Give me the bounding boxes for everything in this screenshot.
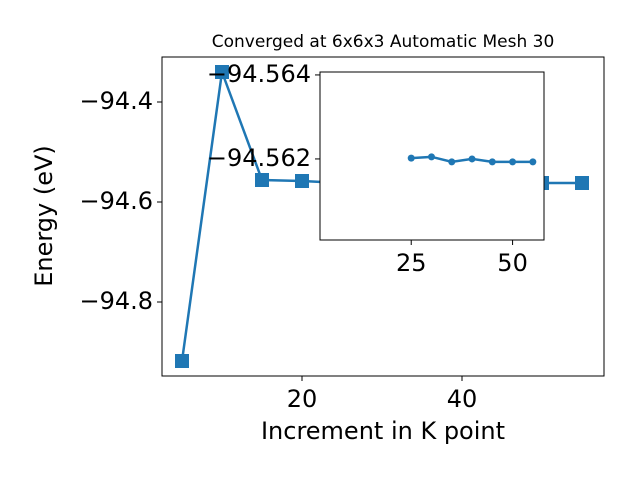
x-axis-label: Increment in K point	[261, 417, 505, 445]
y-tick-label: −94.564	[207, 60, 311, 88]
marker	[448, 158, 456, 166]
y-tick-label: −94.4	[79, 87, 153, 115]
x-tick-label: 20	[287, 385, 318, 413]
x-tick-label: 40	[447, 385, 478, 413]
marker	[295, 174, 309, 188]
marker	[407, 154, 415, 162]
marker	[575, 176, 589, 190]
plot-frame	[319, 71, 545, 241]
marker	[175, 354, 189, 368]
plot-clip	[407, 153, 537, 166]
y-axis-label: Energy (eV)	[30, 145, 58, 287]
marker	[509, 158, 517, 166]
marker	[488, 158, 496, 166]
marker	[468, 155, 476, 163]
plot-frame	[161, 56, 605, 377]
x-tick-label: 25	[396, 249, 427, 277]
chart-title: Converged at 6x6x3 Automatic Mesh 30	[212, 32, 555, 52]
y-tick-label: −94.562	[207, 144, 311, 172]
marker	[215, 65, 229, 79]
marker	[255, 173, 269, 187]
y-tick-label: −94.6	[79, 187, 153, 215]
marker	[427, 153, 435, 161]
x-tick-label: 50	[497, 249, 528, 277]
marker	[529, 158, 537, 166]
y-tick-label: −94.8	[79, 287, 153, 315]
